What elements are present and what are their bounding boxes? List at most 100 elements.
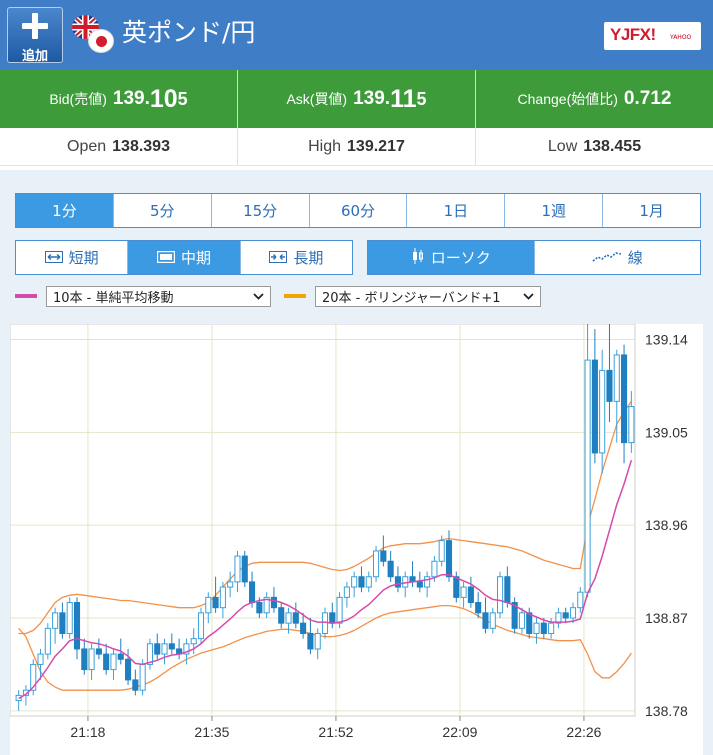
candle-body: [394, 576, 401, 588]
chart-panel: 1分 5分 15分 60分 1日 1週 1月 短期 中期 長期: [0, 170, 713, 755]
candle-body: [270, 596, 277, 609]
candle-body: [146, 643, 153, 665]
arrows-in-icon: [269, 249, 288, 267]
ohl-row: Open 138.393 High 139.217 Low 138.455: [0, 128, 713, 166]
candle-body: [183, 643, 190, 655]
open-label: Open: [67, 137, 107, 155]
candle-body: [445, 540, 453, 578]
candle-body: [497, 576, 504, 614]
line-chart-label: 線: [627, 249, 643, 267]
candle-body: [380, 550, 387, 562]
range-long-button[interactable]: 長期: [241, 241, 352, 274]
candle-body: [533, 622, 540, 634]
candle-body: [365, 576, 372, 588]
candle-body: [467, 586, 474, 604]
tab-timeframe-3[interactable]: 15分: [211, 194, 310, 227]
candle-body: [569, 607, 577, 619]
ask-label: Ask(買値): [286, 91, 348, 107]
high-label: High: [308, 137, 342, 155]
candle-body: [263, 596, 270, 614]
line-chart-button[interactable]: 線: [535, 241, 701, 274]
range-toggle: 短期 中期 長期: [15, 240, 353, 275]
candle-body: [205, 596, 212, 614]
bb-upper-line: [18, 401, 632, 635]
candle-body: [292, 612, 299, 624]
price-bar: Bid(売値) 139. 10 5 Ask(買値) 139. 11 5 Change(始…: [0, 70, 713, 128]
window-icon: [156, 249, 176, 267]
candle-body: [424, 576, 431, 588]
currency-pair-title: 英ポンド/円: [122, 18, 256, 47]
tab-timeframe-7[interactable]: 1月: [603, 194, 701, 227]
candle-body: [511, 602, 518, 629]
bid-label: Bid(売値): [49, 91, 107, 107]
candle-body: [234, 555, 241, 583]
candle-body: [373, 550, 380, 578]
candle-body: [314, 632, 321, 650]
candle-body: [227, 581, 234, 588]
x-tick-label: 21:35: [194, 724, 229, 740]
candle-body: [219, 586, 226, 609]
y-tick-label: 139.14: [645, 331, 688, 347]
tab-timeframe-5[interactable]: 1日: [407, 194, 506, 227]
candle-body: [168, 643, 175, 650]
candle-body: [190, 638, 197, 645]
candle-body: [453, 576, 460, 598]
range-long-label: 長期: [293, 249, 324, 267]
candle-body: [249, 581, 256, 604]
candle-body: [154, 643, 161, 655]
plot-area: [9, 323, 636, 717]
line-icon: [592, 249, 622, 267]
candle-body: [88, 648, 95, 671]
tab-timeframe-2[interactable]: 5分: [113, 194, 212, 227]
range-short-button[interactable]: 短期: [16, 241, 129, 274]
candle-body: [59, 612, 66, 634]
timeframe-tabs: 1分 5分 15分 60分 1日 1週 1月: [15, 193, 701, 228]
bid-value-pips: 10: [149, 84, 178, 113]
candle-body: [66, 602, 73, 634]
candle-body: [431, 560, 438, 578]
candle-body: [161, 643, 168, 655]
candle-body: [504, 576, 511, 604]
candle-body: [475, 602, 482, 614]
currency-flags: [72, 15, 114, 53]
candle-body: [577, 591, 584, 609]
candle-body: [613, 354, 620, 402]
ask-price[interactable]: Ask(買値) 139. 11 5: [238, 70, 476, 128]
range-short-label: 短期: [68, 249, 99, 267]
bid-price[interactable]: Bid(売値) 139. 10 5: [0, 70, 238, 128]
candle-body: [321, 612, 329, 634]
tab-timeframe-1[interactable]: 1分: [16, 194, 114, 227]
candle-body: [95, 648, 102, 655]
candle-body: [329, 612, 336, 624]
price-chart[interactable]: 139.14 139.05 138.96 138.87 138.78 21:18 21:35…: [9, 308, 703, 755]
y-tick-label: 139.05: [645, 424, 688, 440]
candle-body: [438, 540, 445, 562]
candle-body: [52, 612, 59, 629]
high-stat: High 139.217: [238, 128, 476, 165]
candle-body: [591, 359, 598, 454]
candle-body: [358, 576, 365, 588]
candlestick-label: ローソク: [430, 249, 491, 267]
open-stat: Open 138.393: [0, 128, 238, 165]
brand-logo-sub: YAHOO: [670, 34, 692, 41]
range-medium-button[interactable]: 中期: [128, 241, 241, 274]
bb-indicator-select[interactable]: 20本 - ボリンジャーバンド+1: [315, 285, 541, 307]
add-label: 追加: [21, 49, 48, 64]
ma-indicator: 10本 - 単純平均移動: [15, 285, 271, 307]
candlestick-chart[interactable]: 139.14 139.05 138.96 138.87 138.78 21:18 21:35…: [9, 308, 703, 755]
candlestick-button[interactable]: ローソク: [368, 241, 535, 274]
candle-body: [110, 653, 117, 671]
ask-value-pips: 11: [390, 84, 417, 113]
candle-body: [606, 369, 613, 402]
ma-indicator-select[interactable]: 10本 - 単純平均移動: [46, 285, 271, 307]
add-watchlist-button[interactable]: 追加: [7, 7, 63, 64]
candle-body: [387, 560, 394, 578]
tab-timeframe-6[interactable]: 1週: [505, 194, 604, 227]
candle-body: [351, 576, 358, 588]
candle-body: [278, 607, 285, 624]
ask-value-fraction: 5: [416, 88, 427, 109]
candlestick-icon: [411, 247, 425, 268]
tab-timeframe-4[interactable]: 60分: [309, 194, 408, 227]
ma-indicator-label: 10本 - 単純平均移動: [53, 290, 174, 306]
candle-body: [197, 612, 205, 640]
